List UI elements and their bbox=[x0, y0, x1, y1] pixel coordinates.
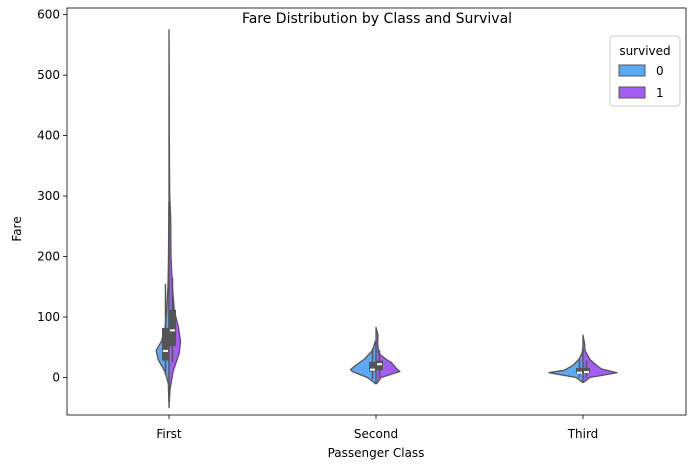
iqr-box-third-survived-0 bbox=[576, 367, 583, 374]
y-axis: 0 100 200 300 400 500 600 bbox=[37, 8, 67, 385]
legend: survived 0 1 bbox=[609, 35, 681, 107]
y-tick-label: 600 bbox=[37, 8, 60, 22]
x-tick-label: Third bbox=[567, 427, 599, 441]
legend-label-0: 0 bbox=[656, 64, 664, 78]
x-axis-label: Passenger Class bbox=[328, 446, 425, 460]
violin-first-survived-0 bbox=[155, 201, 170, 403]
y-axis-label: Fare bbox=[10, 216, 24, 241]
x-axis: First Second Third bbox=[156, 415, 598, 441]
y-tick-label: 100 bbox=[37, 310, 60, 324]
chart-title: Fare Distribution by Class and Survival bbox=[242, 11, 512, 27]
y-tick-label: 200 bbox=[37, 250, 60, 264]
y-tick-label: 300 bbox=[37, 189, 60, 203]
x-tick-label: First bbox=[156, 427, 182, 441]
legend-title: survived bbox=[619, 44, 670, 58]
plot-area bbox=[155, 29, 618, 409]
y-tick-label: 0 bbox=[52, 371, 60, 385]
violin-third-survived-0 bbox=[548, 346, 584, 383]
violin-third-survived-1 bbox=[582, 334, 618, 383]
violin-first-survived-1 bbox=[168, 29, 182, 409]
legend-label-1: 1 bbox=[656, 86, 664, 100]
iqr-box-second-survived-1 bbox=[376, 360, 383, 371]
iqr-box-first-survived-0 bbox=[162, 327, 169, 361]
iqr-box-second-survived-0 bbox=[369, 361, 376, 372]
legend-swatch-1 bbox=[618, 86, 646, 99]
y-tick-label: 400 bbox=[37, 129, 60, 143]
x-tick-label: Second bbox=[354, 427, 398, 441]
y-tick-label: 500 bbox=[37, 68, 60, 82]
iqr-box-third-survived-1 bbox=[583, 367, 590, 374]
legend-swatch-0 bbox=[618, 64, 646, 77]
iqr-box-first-survived-1 bbox=[169, 309, 176, 347]
plot-frame bbox=[66, 7, 687, 416]
